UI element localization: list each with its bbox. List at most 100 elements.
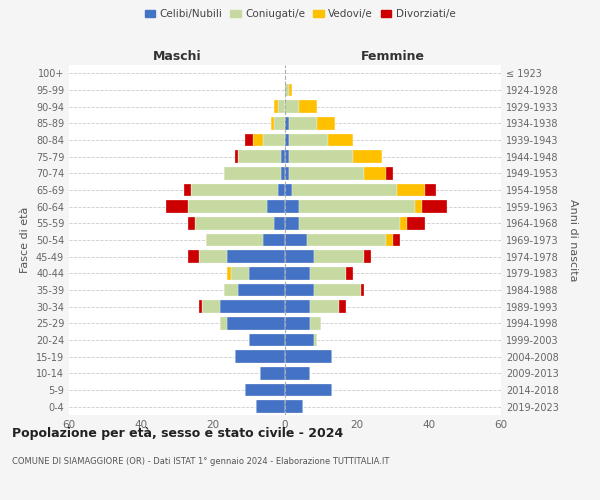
Bar [400,217,407,230]
Bar [289,117,317,130]
Bar [285,367,310,380]
Bar [188,217,195,230]
Text: COMUNE DI SIAMAGGIORE (OR) - Dati ISTAT 1° gennaio 2024 - Elaborazione TUTTITALI: COMUNE DI SIAMAGGIORE (OR) - Dati ISTAT … [12,458,389,466]
Bar [274,217,285,230]
Bar [260,367,285,380]
Bar [253,134,263,146]
Bar [199,250,227,263]
Legend: Celibi/Nubili, Coniugati/e, Vedovi/e, Divorziati/e: Celibi/Nubili, Coniugati/e, Vedovi/e, Di… [140,5,460,24]
Bar [274,100,278,113]
Bar [285,267,310,280]
Bar [285,284,314,296]
Bar [235,150,238,163]
Bar [245,384,285,396]
Bar [285,400,303,413]
Bar [415,200,422,213]
Bar [292,184,397,196]
Bar [361,284,364,296]
Bar [328,134,353,146]
Bar [263,234,285,246]
Bar [339,300,346,313]
Bar [224,167,281,179]
Bar [281,150,285,163]
Bar [263,134,285,146]
Bar [346,267,353,280]
Bar [289,134,328,146]
Bar [307,234,386,246]
Bar [235,350,285,363]
Bar [310,267,346,280]
Bar [314,284,361,296]
Bar [220,317,227,330]
Bar [285,317,310,330]
Bar [364,250,371,263]
Bar [227,317,285,330]
Bar [249,267,285,280]
Bar [202,300,220,313]
Bar [285,84,289,96]
Bar [224,284,238,296]
Bar [278,184,285,196]
Bar [238,150,281,163]
Bar [289,150,353,163]
Text: Femmine: Femmine [361,50,425,62]
Bar [386,167,393,179]
Bar [299,217,400,230]
Bar [227,267,231,280]
Bar [425,184,436,196]
Bar [285,300,310,313]
Bar [285,234,307,246]
Bar [188,250,199,263]
Bar [299,200,415,213]
Y-axis label: Fasce di età: Fasce di età [20,207,30,273]
Bar [271,117,274,130]
Bar [278,100,285,113]
Bar [206,234,263,246]
Bar [285,150,289,163]
Bar [285,167,289,179]
Bar [191,184,278,196]
Bar [310,317,321,330]
Bar [238,284,285,296]
Bar [231,267,249,280]
Bar [267,200,285,213]
Bar [397,184,425,196]
Bar [285,184,292,196]
Bar [281,167,285,179]
Bar [199,300,202,313]
Bar [274,117,285,130]
Bar [317,117,335,130]
Bar [166,200,188,213]
Bar [220,300,285,313]
Bar [422,200,447,213]
Bar [310,300,339,313]
Bar [285,134,289,146]
Bar [285,334,314,346]
Bar [285,384,332,396]
Bar [256,400,285,413]
Bar [285,350,332,363]
Y-axis label: Anni di nascita: Anni di nascita [568,198,578,281]
Bar [407,217,425,230]
Bar [188,200,267,213]
Bar [393,234,400,246]
Text: Popolazione per età, sesso e stato civile - 2024: Popolazione per età, sesso e stato civil… [12,428,343,440]
Bar [245,134,253,146]
Bar [285,250,314,263]
Bar [364,167,386,179]
Bar [314,334,317,346]
Bar [353,150,382,163]
Bar [184,184,191,196]
Bar [285,117,289,130]
Bar [227,250,285,263]
Bar [285,217,299,230]
Bar [299,100,317,113]
Bar [195,217,274,230]
Bar [285,100,299,113]
Bar [314,250,364,263]
Text: Maschi: Maschi [152,50,202,62]
Bar [386,234,393,246]
Bar [289,84,292,96]
Bar [249,334,285,346]
Bar [289,167,364,179]
